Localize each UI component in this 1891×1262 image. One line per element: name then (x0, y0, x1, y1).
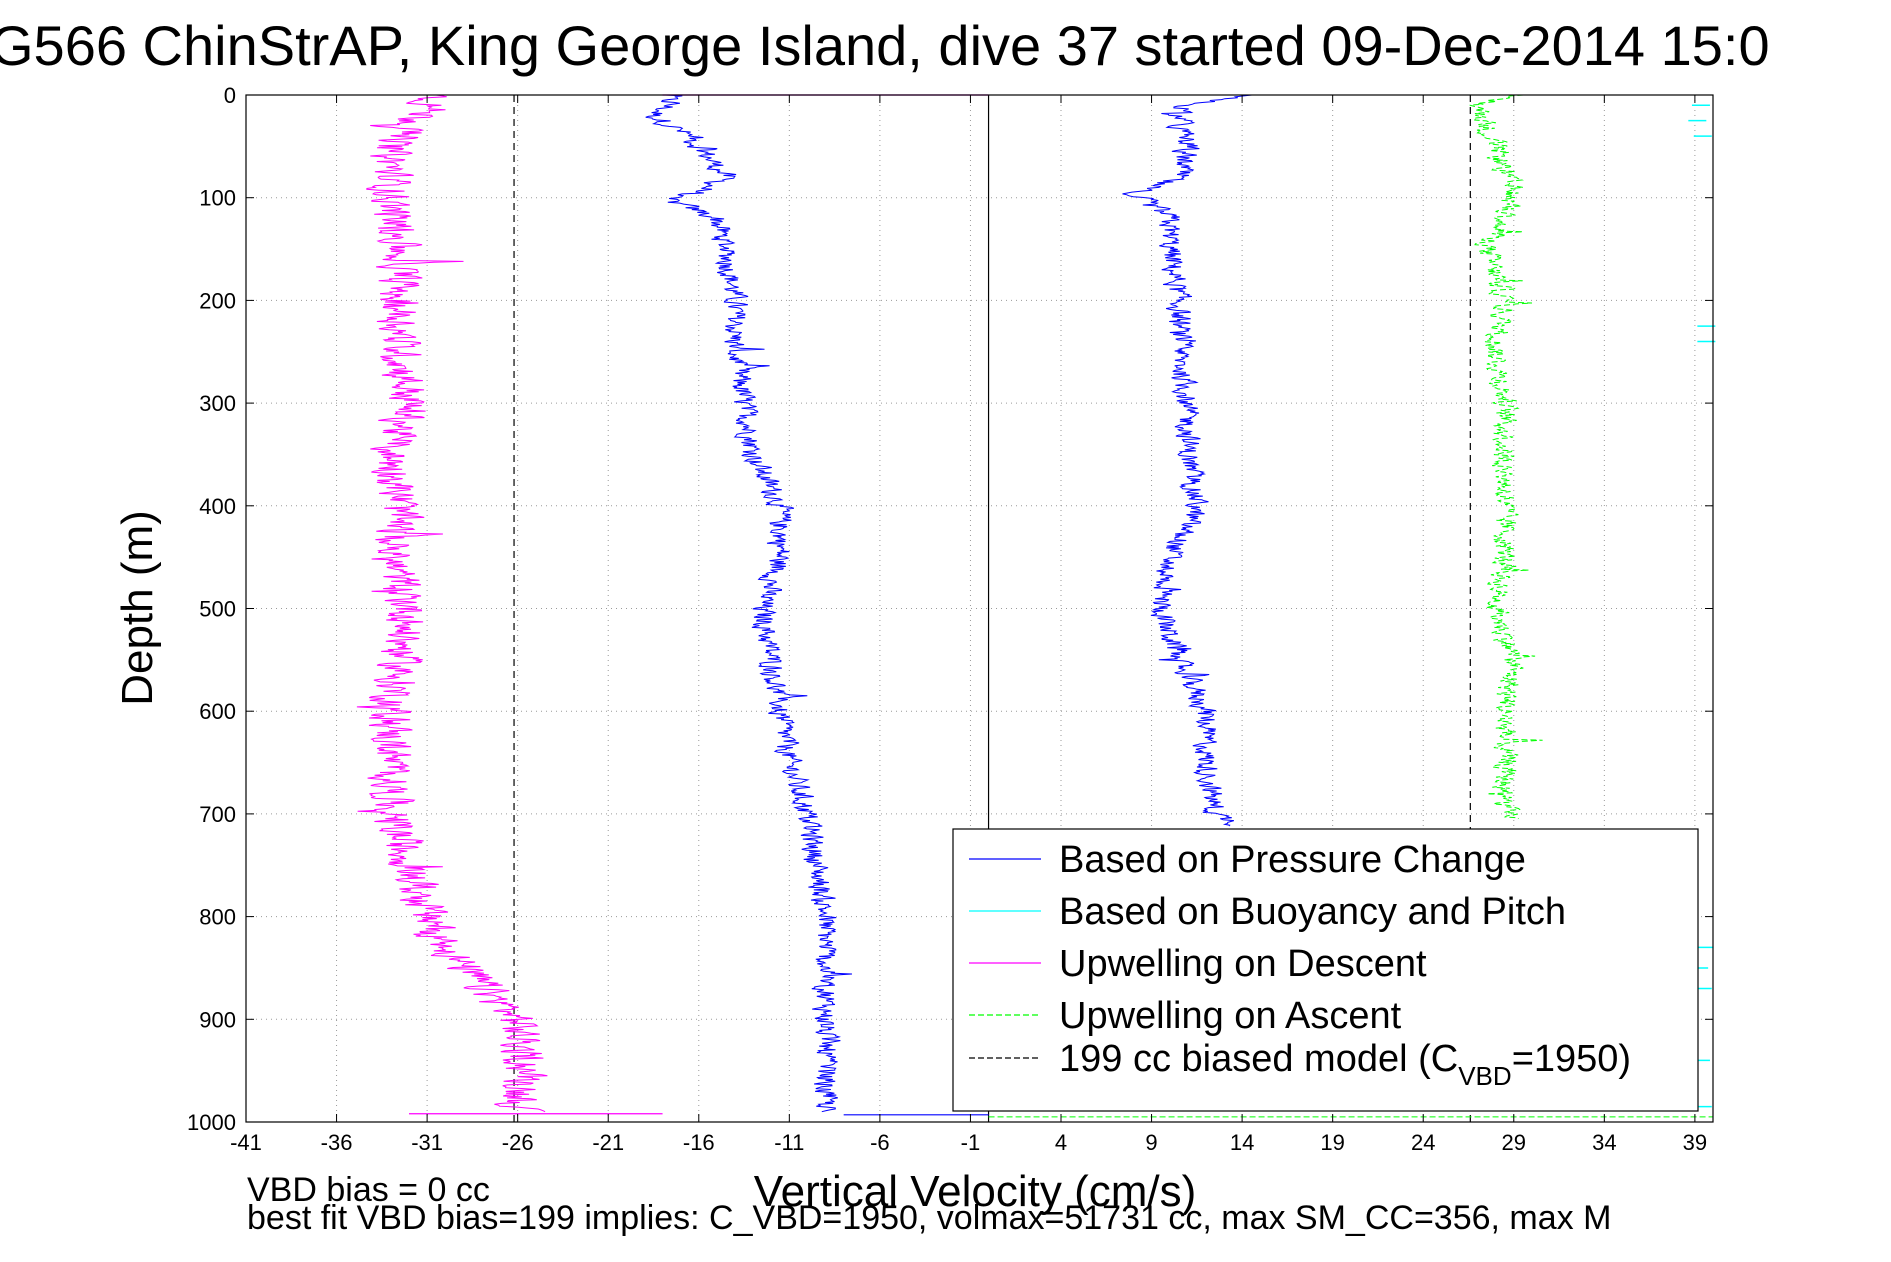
y-axis-title: Depth (m) (113, 510, 162, 706)
x-tick-label: -11 (774, 1130, 804, 1155)
x-axis-title: Vertical Velocity (cm/s) (754, 1167, 1197, 1216)
chart-title: G566 ChinStrAP, King George Island, dive… (0, 14, 1770, 77)
x-tick-label: 19 (1320, 1130, 1344, 1155)
legend-label: Upwelling on Ascent (1059, 995, 1402, 1037)
y-tick-label: 200 (199, 288, 236, 313)
legend-label: Based on Pressure Change (1059, 839, 1526, 881)
x-tick-label: 39 (1683, 1130, 1707, 1155)
legend-box (952, 828, 1699, 1112)
axis-ticks: -41 -36 -31 -26 -21 -16 -11 -6 -1 4 9 14 19 24 29 34 39 0… (187, 83, 1713, 1155)
y-tick-label: 900 (199, 1007, 236, 1032)
y-tick-label: 800 (199, 905, 236, 930)
y-tick-label: 300 (199, 391, 236, 416)
x-tick-label: -26 (502, 1130, 534, 1155)
x-tick-label: 9 (1145, 1130, 1157, 1155)
series-line (356, 94, 548, 1113)
vbd-bias-text: VBD bias = 0 cc (247, 1171, 490, 1209)
legend-label: Based on Buoyancy and Pitch (1059, 891, 1566, 933)
legend: Based on Pressure Change Based on Buoyanc… (952, 828, 1699, 1112)
y-tick-label: 500 (199, 597, 236, 622)
x-tick-label: -36 (321, 1130, 353, 1155)
y-tick-label: 700 (199, 802, 236, 827)
x-tick-label: -41 (230, 1130, 262, 1155)
series-line (645, 94, 853, 1113)
y-tick-label: 600 (199, 699, 236, 724)
x-tick-label: -16 (683, 1130, 715, 1155)
y-tick-label: 1000 (187, 1110, 236, 1135)
series-line (1122, 94, 1252, 827)
x-tick-label: 14 (1230, 1130, 1254, 1155)
series-line (1469, 94, 1543, 819)
x-tick-label: 24 (1411, 1130, 1435, 1155)
x-tick-label: -1 (961, 1130, 981, 1155)
best-fit-text: best fit VBD bias=199 implies: C_VBD=195… (247, 1199, 1612, 1237)
legend-label: 199 cc biased model (CVBD=1950) (1059, 1038, 1631, 1091)
legend-label: Upwelling on Descent (1059, 943, 1427, 985)
x-tick-label: 29 (1502, 1130, 1526, 1155)
x-tick-label: -31 (411, 1130, 443, 1155)
x-tick-label: 34 (1592, 1130, 1616, 1155)
y-tick-label: 100 (199, 186, 236, 211)
x-tick-label: -6 (870, 1130, 890, 1155)
y-tick-label: 0 (224, 83, 236, 108)
x-tick-label: -21 (592, 1130, 624, 1155)
x-tick-label: 4 (1055, 1130, 1067, 1155)
y-tick-label: 400 (199, 494, 236, 519)
footer-annotation: VBD bias = 0 cc best fit VBD bias=199 im… (247, 1171, 1612, 1237)
